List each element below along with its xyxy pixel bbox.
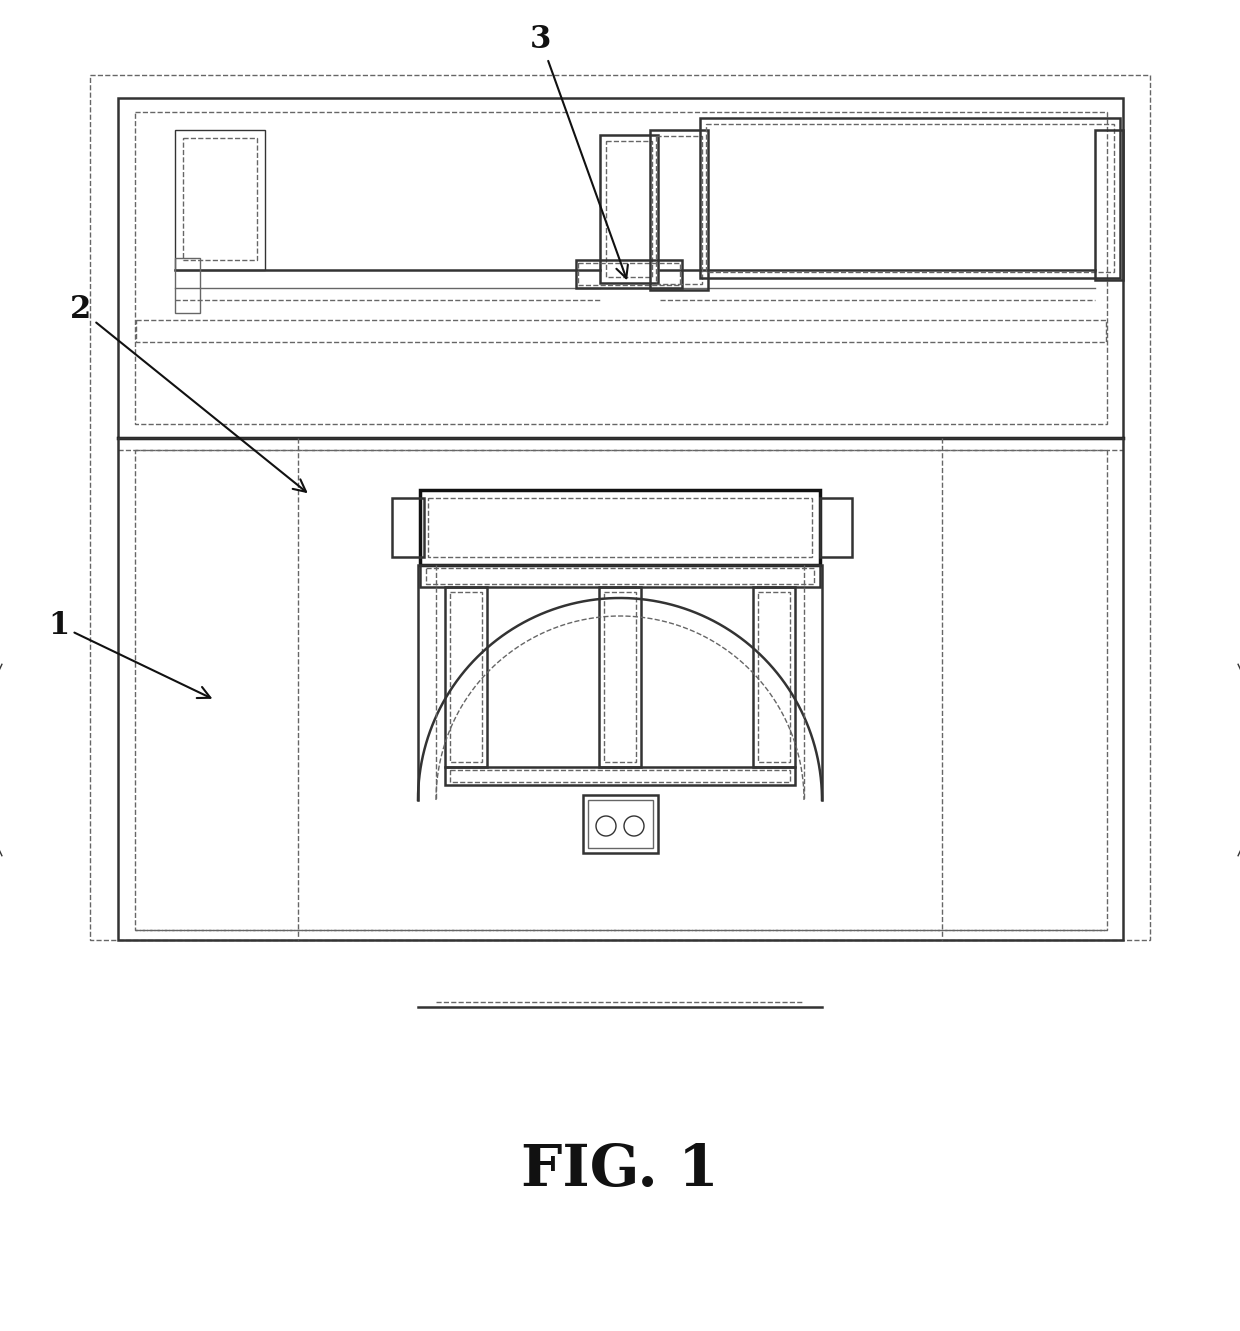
Bar [135, 450, 1107, 930]
Bar [420, 564, 820, 587]
Bar [650, 130, 708, 290]
Bar [118, 98, 1123, 438]
Bar [450, 771, 790, 783]
Bar [599, 587, 641, 767]
Bar [118, 438, 1123, 940]
Bar [1095, 130, 1123, 280]
Text: 2: 2 [69, 294, 306, 491]
Bar [578, 264, 680, 285]
Bar [706, 124, 1114, 272]
Bar [428, 498, 812, 556]
Bar [450, 592, 482, 763]
Bar [656, 136, 702, 284]
Bar [600, 134, 658, 284]
Bar [753, 587, 795, 767]
Bar [758, 592, 790, 763]
Text: 3: 3 [529, 24, 627, 278]
Bar [175, 130, 265, 270]
Bar [701, 118, 1120, 278]
Bar [91, 75, 1149, 940]
Bar [175, 258, 200, 313]
Text: 1: 1 [48, 610, 211, 697]
Bar [135, 112, 1107, 425]
Text: FIG. 1: FIG. 1 [521, 1142, 719, 1198]
Bar [606, 141, 652, 277]
Bar [577, 260, 682, 287]
Bar [588, 800, 653, 848]
Bar [427, 568, 813, 584]
Bar [392, 498, 424, 556]
Bar [583, 795, 658, 853]
Bar [184, 138, 257, 260]
Bar [445, 767, 795, 785]
Bar [604, 592, 636, 763]
Bar [820, 498, 852, 556]
Bar [445, 587, 487, 767]
Bar [136, 319, 1106, 342]
Bar [420, 490, 820, 564]
